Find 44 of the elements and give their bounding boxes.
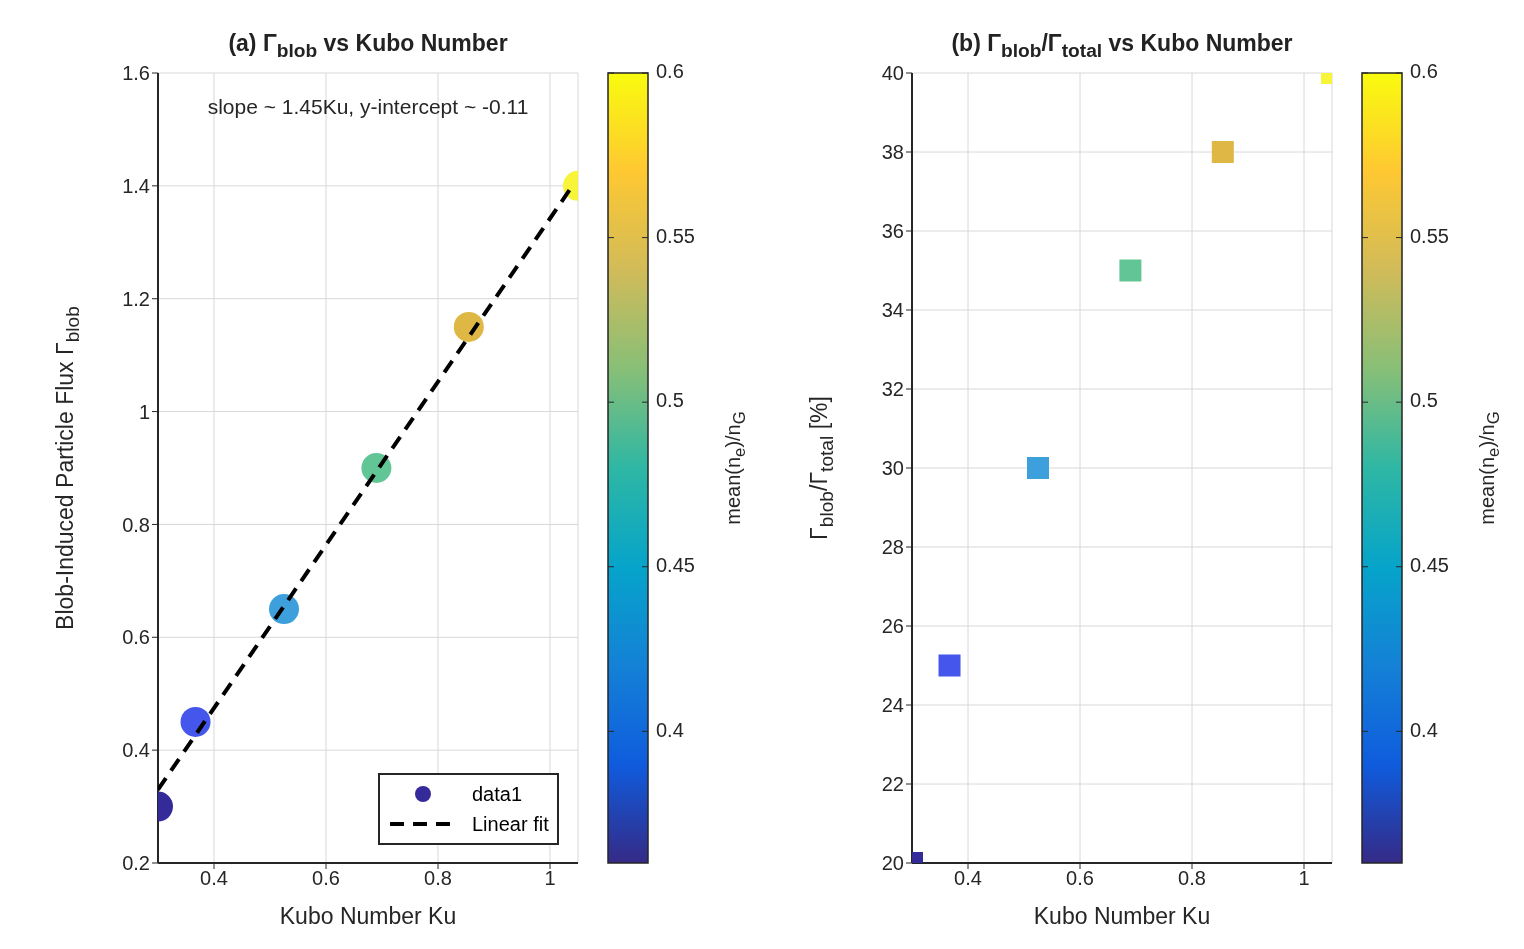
y-tick-label: 20 bbox=[881, 852, 904, 875]
color-bar-label: 0.45 bbox=[1410, 554, 1449, 577]
y-tick-label: 26 bbox=[881, 615, 904, 638]
y-tick-label: 24 bbox=[881, 694, 904, 717]
y-tick-label: 1.4 bbox=[122, 174, 150, 197]
x-tick-label: 0.8 bbox=[1178, 867, 1206, 890]
color-bar-label: 0.5 bbox=[1410, 389, 1438, 412]
y-tick-label: 0.8 bbox=[122, 513, 150, 536]
y-tick-label: 32 bbox=[881, 378, 904, 401]
y-tick-label: 1 bbox=[138, 400, 150, 423]
x-tick-label: 0.4 bbox=[954, 867, 982, 890]
legend-label: Linear fit bbox=[472, 812, 549, 836]
y-tick-label: 28 bbox=[881, 536, 904, 559]
color-bar-label: 0.55 bbox=[656, 224, 695, 247]
y-tick-label: 36 bbox=[881, 220, 904, 243]
chart-title: (b) Γ$_{blob}$/Γ$_{total}$ vs Kubo Number bbox=[950, 30, 1294, 62]
y-tick-label: 40 bbox=[881, 62, 904, 85]
y-tick-label: 0.2 bbox=[122, 852, 150, 875]
color-bar-label: 0.4 bbox=[656, 718, 684, 741]
y-tick-label: 30 bbox=[881, 457, 904, 480]
color-bar-label: 0.45 bbox=[656, 554, 695, 577]
x-tick-label: 0.8 bbox=[424, 867, 452, 890]
x-axis-title: Kubo Number Ku bbox=[1032, 903, 1212, 930]
color-bar-label: 0.5 bbox=[656, 389, 684, 412]
y-tick-label: 1.6 bbox=[122, 62, 150, 85]
y-tick-label: 0.4 bbox=[122, 739, 150, 762]
color-bar-label: 0.6 bbox=[656, 60, 684, 83]
y-tick-label: 1.2 bbox=[122, 287, 150, 310]
annotation: slope ~ 1.45Ku, y-intercept ~ -0.11 bbox=[206, 95, 530, 119]
legend-label: data1 bbox=[472, 782, 523, 806]
chart-title: (a) Γ$_{blob}$ vs Kubo Number bbox=[227, 30, 509, 62]
x-axis-title: Kubo Number Ku bbox=[278, 903, 458, 930]
y-tick-label: 34 bbox=[881, 299, 904, 322]
x-tick-label: 0.6 bbox=[1066, 867, 1094, 890]
y-tick-label: 22 bbox=[881, 773, 904, 796]
x-tick-label: 1 bbox=[1298, 867, 1310, 890]
x-tick-label: 1 bbox=[544, 867, 556, 890]
color-bar-label: 0.4 bbox=[1410, 718, 1438, 741]
y-tick-label: 38 bbox=[881, 141, 904, 164]
x-tick-label: 0.4 bbox=[200, 867, 228, 890]
color-bar-label: 0.6 bbox=[1410, 60, 1438, 83]
color-bar-label: 0.55 bbox=[1410, 224, 1449, 247]
x-tick-label: 0.6 bbox=[312, 867, 340, 890]
y-tick-label: 0.6 bbox=[122, 626, 150, 649]
